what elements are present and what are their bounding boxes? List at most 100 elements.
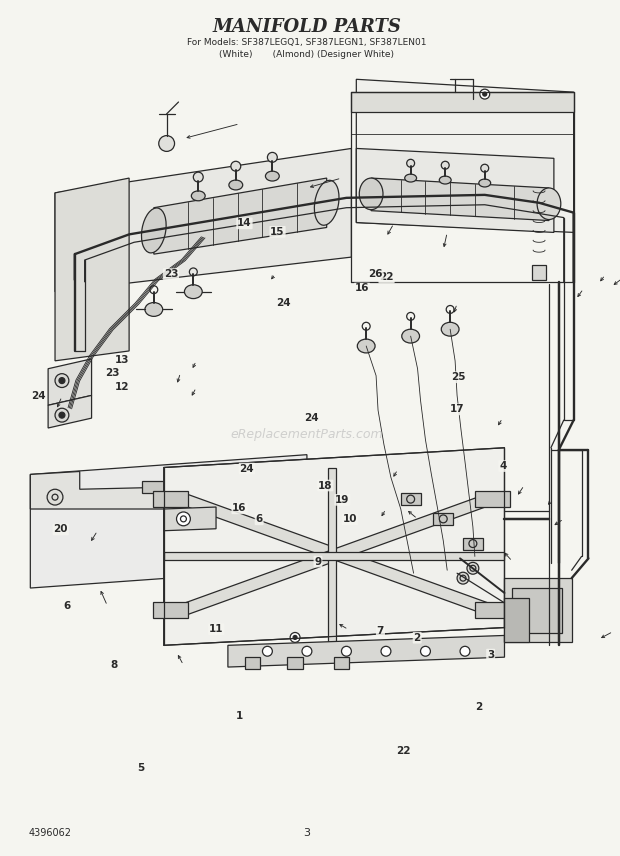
Text: 13: 13	[115, 355, 129, 366]
Polygon shape	[505, 597, 529, 642]
Ellipse shape	[440, 176, 451, 184]
Polygon shape	[356, 148, 554, 233]
Circle shape	[302, 646, 312, 657]
Text: 12: 12	[115, 383, 129, 392]
Text: 17: 17	[450, 404, 464, 414]
Text: 3: 3	[303, 828, 311, 838]
Text: 22: 22	[396, 746, 411, 756]
Circle shape	[193, 172, 203, 182]
Polygon shape	[228, 635, 505, 667]
Text: 14: 14	[237, 218, 252, 229]
Circle shape	[407, 159, 415, 167]
Polygon shape	[401, 493, 420, 505]
Ellipse shape	[184, 285, 202, 299]
Ellipse shape	[359, 178, 383, 210]
Circle shape	[231, 161, 241, 171]
Polygon shape	[334, 657, 350, 669]
Polygon shape	[532, 265, 546, 280]
Text: 26: 26	[368, 269, 383, 279]
Text: 2: 2	[414, 633, 421, 643]
Polygon shape	[55, 148, 352, 292]
Polygon shape	[164, 507, 216, 531]
Text: MANIFOLD PARTS: MANIFOLD PARTS	[213, 18, 401, 36]
Polygon shape	[352, 92, 574, 112]
Text: 22: 22	[379, 272, 394, 282]
Ellipse shape	[265, 171, 279, 181]
Circle shape	[381, 646, 391, 657]
Ellipse shape	[145, 302, 162, 317]
Text: 24: 24	[277, 298, 291, 308]
Circle shape	[480, 164, 489, 172]
Polygon shape	[226, 473, 250, 485]
Ellipse shape	[405, 174, 417, 182]
Ellipse shape	[479, 179, 490, 187]
Polygon shape	[48, 359, 92, 405]
Text: 18: 18	[318, 480, 332, 490]
Ellipse shape	[192, 191, 205, 201]
Circle shape	[441, 161, 449, 169]
Text: 19: 19	[335, 495, 350, 505]
Text: 23: 23	[164, 269, 178, 279]
Text: 24: 24	[32, 391, 46, 401]
Polygon shape	[164, 448, 505, 645]
Polygon shape	[475, 602, 510, 618]
Circle shape	[59, 413, 65, 418]
Circle shape	[290, 633, 300, 642]
Text: 20: 20	[53, 525, 68, 534]
Text: For Models: SF387LEGQ1, SF387LEGN1, SF387LEN01: For Models: SF387LEGQ1, SF387LEGN1, SF38…	[187, 39, 427, 47]
Polygon shape	[154, 178, 327, 254]
Ellipse shape	[314, 181, 339, 225]
Text: 11: 11	[209, 624, 224, 634]
Circle shape	[293, 635, 297, 639]
Polygon shape	[182, 494, 492, 615]
Text: eReplacementParts.com: eReplacementParts.com	[231, 428, 383, 442]
Circle shape	[177, 512, 190, 526]
Text: 5: 5	[137, 763, 144, 773]
Polygon shape	[356, 80, 574, 233]
Text: 25: 25	[451, 372, 466, 383]
Polygon shape	[164, 552, 505, 561]
Circle shape	[460, 646, 470, 657]
Circle shape	[480, 89, 490, 99]
Circle shape	[55, 408, 69, 422]
Polygon shape	[245, 657, 260, 669]
Circle shape	[342, 646, 352, 657]
Ellipse shape	[141, 208, 166, 253]
Text: 4: 4	[499, 461, 507, 471]
Ellipse shape	[229, 180, 242, 190]
Text: 24: 24	[239, 464, 254, 473]
Circle shape	[262, 646, 272, 657]
Circle shape	[59, 377, 65, 383]
Polygon shape	[153, 602, 188, 618]
Polygon shape	[48, 395, 92, 428]
Text: 10: 10	[342, 514, 357, 525]
Text: 1: 1	[236, 710, 243, 721]
Text: 24: 24	[304, 413, 319, 423]
Text: 9: 9	[314, 556, 322, 567]
Text: 15: 15	[270, 227, 285, 237]
Circle shape	[267, 152, 277, 163]
Polygon shape	[142, 481, 166, 493]
Text: 6: 6	[255, 514, 263, 525]
Text: 4396062: 4396062	[29, 828, 71, 838]
Polygon shape	[287, 657, 303, 669]
Polygon shape	[512, 588, 562, 633]
Polygon shape	[55, 178, 129, 361]
Ellipse shape	[537, 188, 561, 220]
Polygon shape	[463, 538, 483, 550]
Text: 2: 2	[475, 702, 482, 712]
Text: 16: 16	[355, 283, 370, 294]
Polygon shape	[475, 491, 510, 507]
Text: (White)       (Almond) (Designer White): (White) (Almond) (Designer White)	[219, 51, 394, 59]
Circle shape	[420, 646, 430, 657]
Ellipse shape	[357, 339, 375, 353]
Polygon shape	[182, 494, 492, 615]
Text: 8: 8	[110, 660, 118, 669]
Polygon shape	[327, 467, 335, 645]
Circle shape	[467, 562, 479, 574]
Polygon shape	[371, 178, 549, 221]
Circle shape	[47, 490, 63, 505]
Polygon shape	[153, 491, 188, 507]
Circle shape	[159, 135, 175, 152]
Ellipse shape	[402, 330, 420, 343]
